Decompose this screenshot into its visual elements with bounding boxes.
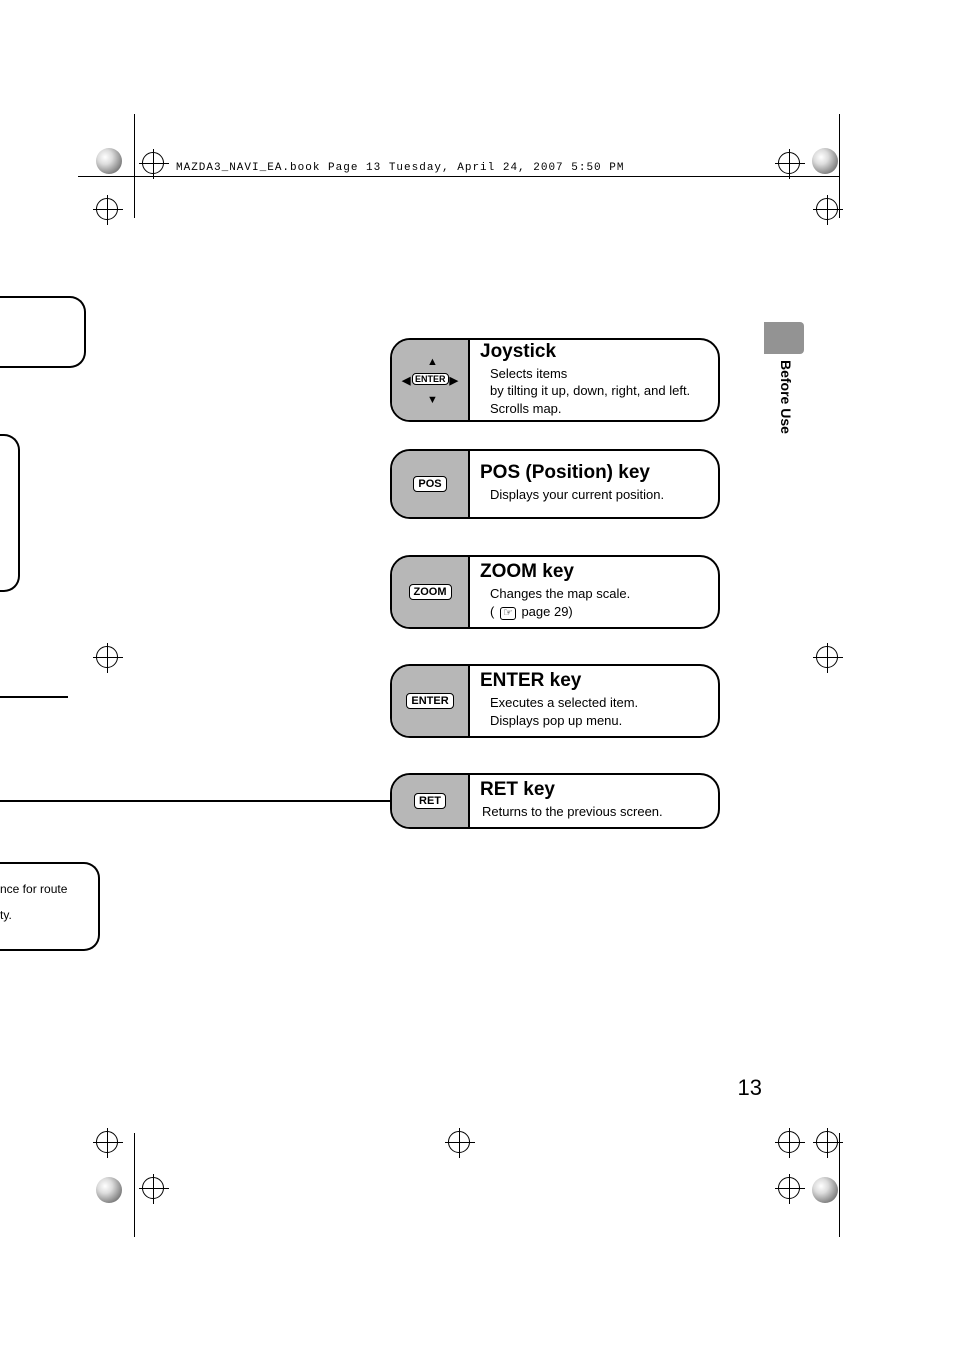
connector-line <box>0 696 68 698</box>
zoom-key-label: ZOOM <box>409 584 452 600</box>
section-tab-label: Before Use <box>778 360 794 434</box>
joystick-icon: ▲ ◀ ▶ ▼ ENTER <box>400 352 460 408</box>
crop-line <box>134 114 135 218</box>
reg-target <box>816 198 838 220</box>
card-icon-col: RET <box>392 775 470 827</box>
page-number: 13 <box>738 1075 762 1101</box>
crop-line <box>839 114 840 218</box>
ret-key-label: RET <box>414 793 446 809</box>
crop-line <box>839 1133 840 1237</box>
pos-key-label: POS <box>413 476 446 492</box>
card-pos: POS POS (Position) key Displays your cur… <box>390 449 720 519</box>
fragment-line: ty. <box>0 902 90 928</box>
fragment-box: nce for route ty. <box>0 862 100 951</box>
reg-target <box>816 1131 838 1153</box>
page-root: MAZDA3_NAVI_EA.book Page 13 Tuesday, Apr… <box>0 0 954 1351</box>
connector-stub <box>0 434 20 592</box>
card-enter: ENTER ENTER key Executes a selected item… <box>390 664 720 738</box>
reg-target <box>142 152 164 174</box>
reg-target <box>448 1131 470 1153</box>
reg-ball <box>96 1177 122 1203</box>
card-desc: Displays your current position. <box>480 486 706 504</box>
reg-target <box>96 1131 118 1153</box>
joystick-enter-label: ENTER <box>412 373 449 385</box>
reg-target <box>816 646 838 668</box>
card-ret: RET RET key Returns to the previous scre… <box>390 773 720 829</box>
page-ref-icon: ☞ <box>500 607 516 620</box>
connector-stub <box>0 296 86 368</box>
reg-ball <box>96 148 122 174</box>
card-text-col: Joystick Selects items by tilting it up,… <box>470 340 718 420</box>
card-desc: Changes the map scale. ( ☞ page 29) <box>480 585 706 620</box>
card-zoom: ZOOM ZOOM key Changes the map scale. ( ☞… <box>390 555 720 629</box>
card-desc: Selects items by tilting it up, down, ri… <box>480 365 706 418</box>
reg-target <box>96 646 118 668</box>
reg-ball <box>812 148 838 174</box>
reg-target <box>142 1177 164 1199</box>
reg-target <box>778 1177 800 1199</box>
card-title: Joystick <box>480 341 706 363</box>
crop-line <box>134 1133 135 1237</box>
fragment-line: nce for route <box>0 876 90 902</box>
card-icon-col: ZOOM <box>392 557 470 627</box>
section-tab-bg <box>764 322 804 354</box>
section-tab <box>764 322 804 354</box>
card-joystick: ▲ ◀ ▶ ▼ ENTER Joystick Selects items by … <box>390 338 720 422</box>
header-rule <box>160 176 839 177</box>
card-title: ENTER key <box>480 670 706 692</box>
reg-target <box>778 1131 800 1153</box>
card-desc: Executes a selected item. Displays pop u… <box>480 694 706 729</box>
card-title: RET key <box>480 779 706 801</box>
card-title: POS (Position) key <box>480 462 706 484</box>
enter-key-label: ENTER <box>406 693 453 709</box>
card-icon-col: ▲ ◀ ▶ ▼ ENTER <box>392 340 470 420</box>
card-desc: Returns to the previous screen. <box>480 803 706 821</box>
running-header: MAZDA3_NAVI_EA.book Page 13 Tuesday, Apr… <box>176 162 624 174</box>
reg-target <box>778 152 800 174</box>
card-icon-col: POS <box>392 451 470 517</box>
reg-target <box>96 198 118 220</box>
connector-line <box>0 800 390 802</box>
card-title: ZOOM key <box>480 561 706 583</box>
reg-ball <box>812 1177 838 1203</box>
card-icon-col: ENTER <box>392 666 470 736</box>
crop-line <box>78 176 160 177</box>
